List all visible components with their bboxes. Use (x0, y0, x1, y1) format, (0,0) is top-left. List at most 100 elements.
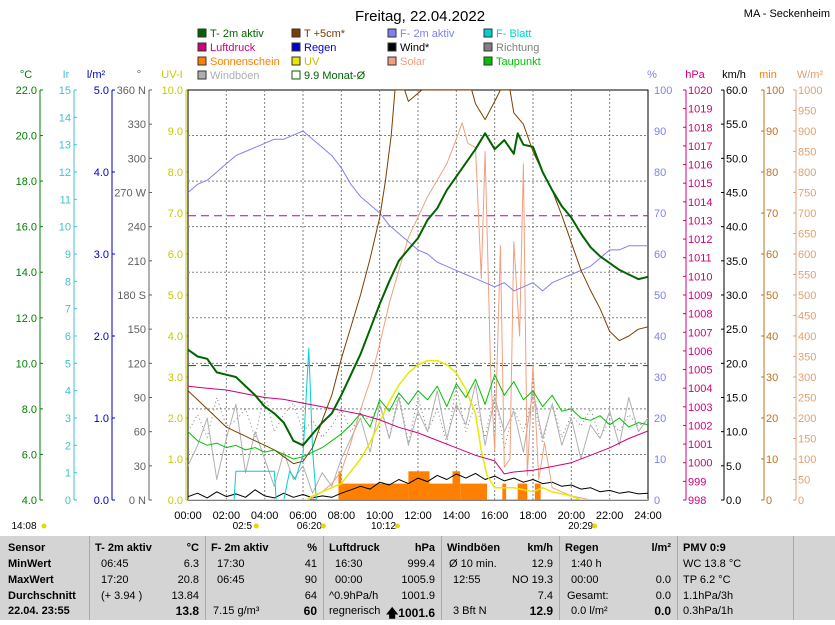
solar-tick-label: 200 (798, 413, 816, 425)
press-tick-label: 1019 (688, 104, 712, 116)
press-avg: 1001.9 (401, 590, 435, 602)
dir-unit-label: ° (137, 69, 141, 81)
solar-tick-label: 250 (798, 393, 816, 405)
solar-tick-label: 1000 (798, 85, 822, 97)
rain-tick-label: 5.0 (94, 85, 109, 97)
temp-tick-label: 16.0 (16, 222, 37, 234)
sun-event-label: 14:08 (11, 521, 36, 532)
wind-unit-label: km/h (722, 69, 746, 81)
legend-swatch-solar (387, 56, 397, 66)
dir-tick-label: 360 N (117, 85, 146, 97)
legend-label: 9.9 Monat-Ø (304, 70, 366, 82)
stats-panel: Sensor MinWert MaxWert Durchschnitt 22.0… (0, 536, 835, 620)
dir-tick-label: 270 W (114, 188, 146, 200)
press-forecast: regnerisch (329, 605, 381, 617)
dir-tick-label: 150 (128, 324, 146, 336)
hum-tick-label: 70 (654, 208, 666, 220)
ir-tick-label: 15 (59, 85, 71, 97)
f2m-unit: % (307, 542, 317, 554)
rain-duration: 1:40 h (571, 558, 602, 570)
rain-tick-label: 0.0 (94, 495, 109, 507)
temp-tick-label: 20.0 (16, 131, 37, 143)
solar-tick-label: 150 (798, 434, 816, 446)
rain-unit: l/m² (651, 542, 671, 554)
solar-tick-label: 650 (798, 229, 816, 241)
wind-max-time: 12:55 (453, 574, 481, 586)
legend-swatch-9-9-monat (291, 70, 301, 80)
f2m-avg: 64 (304, 590, 317, 602)
press-min-time: 16:30 (335, 558, 363, 570)
f2m-min-time: 17:30 (217, 558, 245, 570)
dir-tick-label: 60 (134, 427, 146, 439)
x-tick-label: 00:00 (174, 510, 202, 522)
legend-swatch-t-5cm (291, 28, 301, 38)
press-tick-label: 999 (688, 476, 706, 488)
series-wind (188, 472, 648, 499)
legend-label: Wind* (400, 42, 430, 54)
solar-tick-label: 700 (798, 208, 816, 220)
press-tick-label: 1005 (688, 365, 712, 377)
solar-tick-label: 900 (798, 126, 816, 138)
wind-tick-label: 10.0 (726, 427, 747, 439)
press-unit: hPa (414, 542, 435, 554)
ir-tick-label: 4 (65, 386, 71, 398)
legend-swatch-f-2m-aktiv (387, 28, 397, 38)
ir-tick-label: 13 (59, 140, 71, 152)
x-tick-label: 10:00 (366, 510, 394, 522)
temp-tick-label: 8.0 (22, 404, 37, 416)
series-t-5cm (188, 90, 648, 465)
sun-tick-label: 100 (766, 85, 784, 97)
sunshine-bar (460, 483, 487, 500)
wind-max: NO 19.3 (512, 574, 553, 586)
series-luftdruck (188, 385, 648, 475)
legend-swatch-taupunkt (483, 56, 493, 66)
press-tick-label: 1012 (688, 234, 712, 246)
rain-time-value: 0.0 (655, 574, 671, 586)
solar-unit-label: W/m² (797, 69, 824, 81)
legend-label: Luftdruck (210, 42, 256, 54)
ir-tick-label: 5 (65, 358, 71, 370)
dir-tick-label: 120 (128, 358, 146, 370)
pmv-trend3h: 1.1hPa/3h (683, 590, 734, 602)
uvi-unit-label: UV-I (161, 69, 182, 81)
solar-tick-label: 350 (798, 352, 816, 364)
f2m-max: 90 (304, 574, 317, 586)
press-tick-label: 1013 (688, 215, 712, 227)
sun-events: 14:08 02:5 06:20 10:12 20:29 (11, 521, 598, 532)
press-tick-label: 1011 (688, 253, 712, 265)
f2m-max-time: 06:45 (217, 574, 245, 586)
legend-label: Sonnenschein (210, 56, 280, 68)
wind-tick-label: 30.0 (726, 290, 747, 302)
stats-col-f2m: F- 2m aktiv % 17:30 41 06:45 90 64 7.15 … (205, 536, 324, 620)
press-current: 1001.6 (398, 606, 435, 620)
solar-tick-label: 50 (798, 475, 810, 487)
uvi-tick-label: 10.0 (162, 85, 183, 97)
sun-event-label: 20:29 (568, 521, 593, 532)
temp-tick-label: 18.0 (16, 176, 37, 188)
press-tick-label: 1020 (688, 85, 712, 97)
press-tick-label: 1010 (688, 271, 712, 283)
f2m-current: 60 (303, 604, 317, 618)
legend-swatch-wind (387, 42, 397, 52)
rain-tick-label: 2.0 (94, 331, 109, 343)
wind-header: Windböen (447, 542, 501, 554)
uvi-tick-label: 0.0 (168, 495, 183, 507)
press-max-time: 00:00 (335, 574, 363, 586)
wind-avg10: 12.9 (531, 558, 553, 570)
series-f-blatt (188, 347, 648, 500)
x-tick-label: 18:00 (519, 510, 547, 522)
series-uv (188, 359, 648, 500)
x-tick-label: 06:00 (289, 510, 317, 522)
legend-swatch-richtung (483, 42, 493, 52)
sun-tick-label: 30 (766, 372, 778, 384)
pmv-dewpoint: TP 6.2 °C (683, 574, 731, 586)
press-trend: ^0.9hPa/h (329, 590, 379, 602)
uvi-tick-label: 3.0 (168, 372, 183, 384)
hum-tick-label: 40 (654, 331, 666, 343)
wind-tick-label: 45.0 (726, 188, 747, 200)
uvi-tick-label: 9.0 (168, 126, 183, 138)
sun-icon (41, 523, 47, 529)
x-tick-label: 04:00 (251, 510, 279, 522)
press-tick-label: 1009 (688, 290, 712, 302)
x-tick-label: 14:00 (443, 510, 471, 522)
